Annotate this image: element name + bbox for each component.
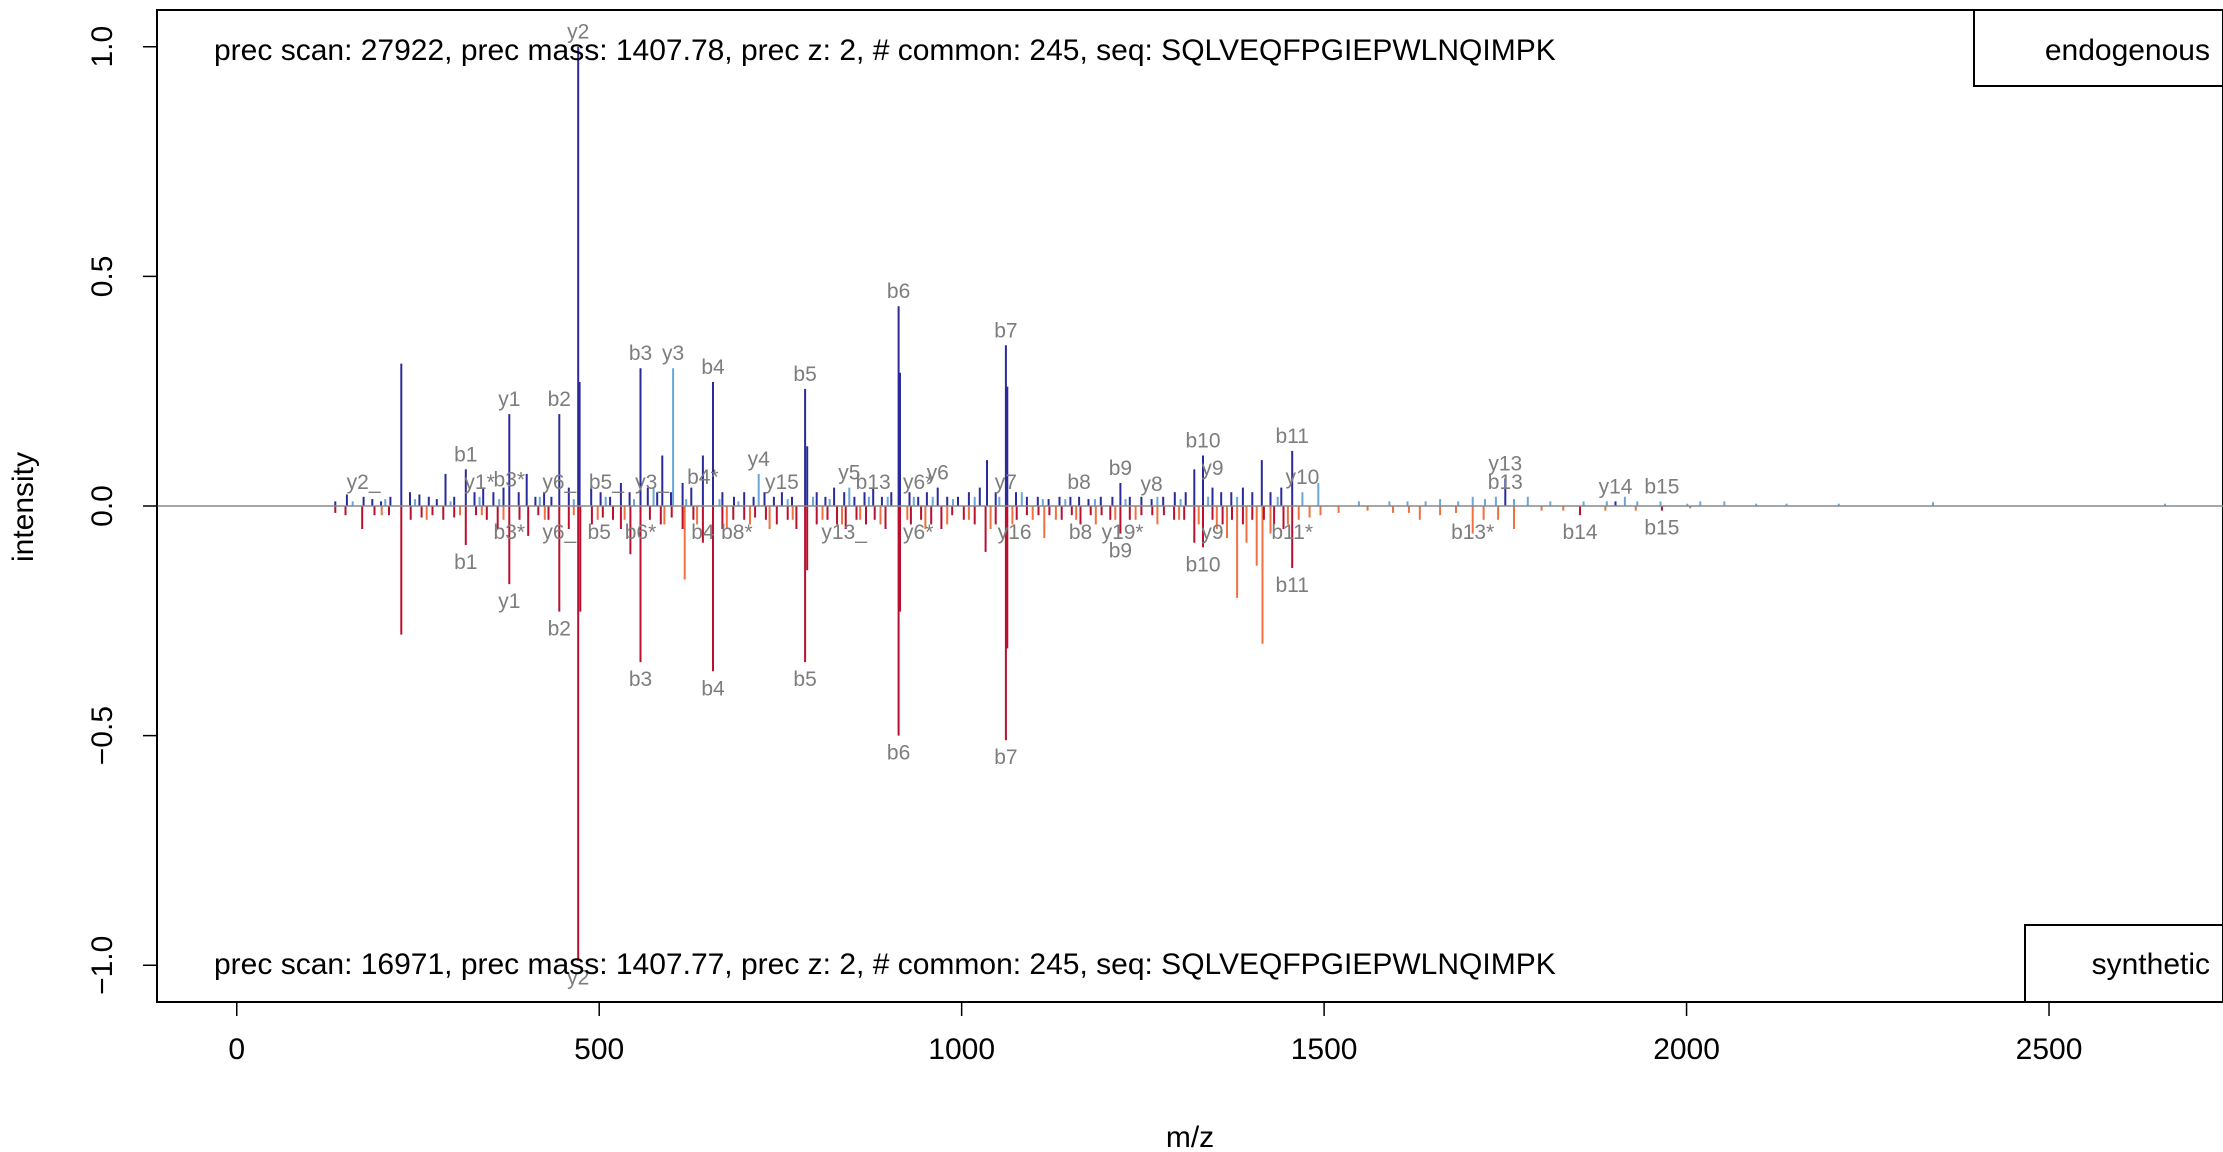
- endogenous-ion-label: b7: [994, 319, 1017, 342]
- endogenous-legend-label: endogenous: [2045, 34, 2210, 67]
- endogenous-ion-label: b4*: [687, 466, 719, 489]
- synthetic-ion-label: b1: [454, 551, 477, 574]
- y-tick-label: 1.0: [86, 26, 119, 68]
- synthetic-ion-label: y13_: [821, 521, 867, 544]
- synthetic-ion-label: b15: [1644, 517, 1679, 540]
- synthetic-ion-label: y19*: [1102, 521, 1144, 544]
- endogenous-ion-label: y3_: [635, 471, 669, 494]
- endogenous-ion-label: b2: [548, 388, 571, 411]
- endogenous-ion-label: y14: [1599, 475, 1633, 498]
- synthetic-ion-label: b6*: [625, 521, 657, 544]
- synthetic-ion-label: b5: [588, 521, 611, 544]
- endogenous-ion-label: y6: [927, 462, 949, 485]
- synthetic-ion-label: b6: [887, 742, 910, 765]
- synthetic-legend: synthetic: [2024, 924, 2223, 1003]
- endogenous-ion-label: b9: [1109, 457, 1132, 480]
- endogenous-ion-label: y1: [498, 388, 520, 411]
- endogenous-ion-label: b6: [887, 280, 910, 303]
- endogenous-legend: endogenous: [1973, 9, 2223, 87]
- endogenous-ion-label: b8: [1067, 471, 1090, 494]
- x-tick-label: 500: [574, 1033, 624, 1066]
- endogenous-ion-label: b11: [1275, 425, 1308, 448]
- synthetic-ion-label: b13*: [1451, 521, 1494, 544]
- endogenous-ion-label: b13: [1488, 471, 1523, 494]
- endogenous-ion-label: b4: [701, 356, 725, 379]
- synthetic-ion-label: b9: [1109, 540, 1132, 563]
- synthetic-ion-label: b8: [1069, 521, 1092, 544]
- synthetic-ion-label: b10: [1185, 553, 1220, 576]
- synthetic-ion-label: y6_: [542, 521, 576, 544]
- y-tick-label: −0.5: [86, 706, 119, 765]
- synthetic-ion-label: b3: [629, 668, 652, 691]
- endogenous-ion-label: y2_: [347, 471, 381, 494]
- endogenous-ion-label: b5_: [589, 471, 624, 494]
- synthetic-ion-label: y1: [498, 590, 520, 613]
- synthetic-ion-label: y16: [998, 521, 1032, 544]
- y-tick-label: −1.0: [86, 936, 119, 995]
- synthetic-legend-box: [2024, 924, 2223, 1003]
- synthetic-ion-label: y9: [1201, 521, 1223, 544]
- synthetic-ion-label: b3*: [494, 521, 526, 544]
- endogenous-ion-label: y15: [765, 471, 799, 494]
- synthetic-ion-label: b2: [548, 618, 571, 641]
- x-tick-label: 0: [228, 1033, 245, 1066]
- endogenous-ion-label: y6*: [903, 471, 933, 494]
- endogenous-ion-label: y1*: [464, 471, 494, 494]
- synthetic-ion-label: b11: [1275, 574, 1308, 597]
- x-tick-label: 1000: [928, 1033, 995, 1066]
- peaks-layer: [334, 46, 2166, 961]
- y-axis-label: intensity: [7, 452, 40, 562]
- synthetic-ion-label: b7: [994, 746, 1017, 769]
- x-tick-label: 2000: [1653, 1033, 1720, 1066]
- endogenous-ion-label: b10: [1185, 430, 1220, 453]
- synthetic-info-text: prec scan: 16971, prec mass: 1407.77, pr…: [214, 948, 1556, 981]
- y-tick-label: 0.0: [86, 485, 119, 527]
- endogenous-ion-label: b1: [454, 443, 477, 466]
- endogenous-ion-label: y6_: [542, 471, 576, 494]
- synthetic-ion-label: y2: [567, 967, 589, 990]
- y-tick-label: 0.5: [86, 256, 119, 298]
- endogenous-ion-label: y10: [1285, 466, 1319, 489]
- endogenous-ion-label: y3: [662, 342, 684, 365]
- synthetic-legend-label: synthetic: [2092, 948, 2210, 981]
- ion-labels-layer: y2 b6 b7 b3 y3 b4 b5 y1 b2 b1 y4 y6 b3* b4* y5 b9 y9 b11 y…: [347, 21, 1680, 990]
- endogenous-ion-label: y13: [1488, 452, 1522, 475]
- endogenous-ion-label: b13: [856, 471, 891, 494]
- x-tick-label: 1500: [1291, 1033, 1358, 1066]
- endogenous-ion-label: b3: [629, 342, 652, 365]
- endogenous-ion-label: b3*: [494, 469, 526, 492]
- synthetic-ion-label: b8*: [721, 521, 753, 544]
- synthetic-ion-label: b5: [793, 668, 816, 691]
- synthetic-ion-label: b4: [691, 521, 715, 544]
- endogenous-ion-label: y9: [1201, 457, 1223, 480]
- y-axis: −1.0 −0.5 0.0 0.5 1.0: [86, 26, 158, 995]
- synthetic-ion-label: b11*: [1271, 521, 1313, 544]
- endogenous-ion-label: b5: [793, 363, 816, 386]
- x-axis: 0 500 1000 1500 2000 2500: [228, 1001, 2083, 1066]
- endogenous-info-text: prec scan: 27922, prec mass: 1407.78, pr…: [214, 34, 1556, 67]
- endogenous-ion-label: y8: [1141, 473, 1163, 496]
- x-tick-label: 2500: [2016, 1033, 2083, 1066]
- endogenous-ion-label: y4: [748, 448, 771, 471]
- synthetic-ion-label: b14: [1562, 521, 1597, 544]
- endogenous-legend-box: [1973, 9, 2223, 87]
- endogenous-ion-label: y5: [838, 462, 860, 485]
- x-axis-label: m/z: [1166, 1121, 1214, 1152]
- endogenous-ion-label: b15: [1644, 475, 1679, 498]
- synthetic-ion-label: y6*: [903, 521, 933, 544]
- endogenous-ion-label: y7: [995, 471, 1017, 494]
- endogenous-ion-label: y2: [567, 21, 589, 44]
- synthetic-ion-label: b4: [701, 677, 725, 700]
